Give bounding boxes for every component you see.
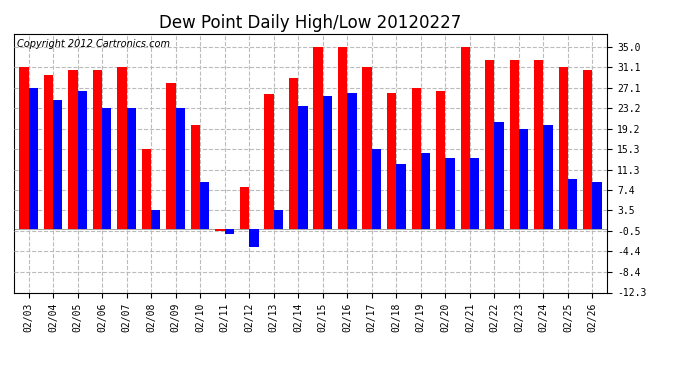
Bar [568, 179, 578, 229]
Bar [151, 210, 161, 229]
Bar [534, 60, 544, 229]
Bar [362, 67, 372, 229]
Bar [460, 47, 470, 229]
Bar [215, 229, 225, 231]
Bar [338, 47, 347, 229]
Bar [421, 153, 430, 229]
Bar [298, 106, 308, 229]
Bar [200, 182, 210, 229]
Bar [347, 93, 357, 229]
Bar [117, 67, 126, 229]
Bar [43, 75, 53, 229]
Bar [191, 124, 200, 229]
Bar [240, 187, 249, 229]
Bar [372, 149, 381, 229]
Bar [583, 70, 593, 229]
Bar [313, 47, 323, 229]
Bar [28, 88, 38, 229]
Bar [126, 108, 136, 229]
Bar [593, 182, 602, 229]
Title: Dew Point Daily High/Low 20120227: Dew Point Daily High/Low 20120227 [159, 14, 462, 32]
Bar [411, 88, 421, 229]
Bar [142, 149, 151, 229]
Bar [485, 60, 495, 229]
Bar [559, 67, 568, 229]
Bar [53, 100, 62, 229]
Bar [176, 108, 185, 229]
Bar [166, 83, 176, 229]
Bar [436, 91, 445, 229]
Bar [264, 93, 274, 229]
Bar [387, 93, 396, 229]
Bar [225, 229, 234, 234]
Bar [544, 124, 553, 229]
Bar [92, 70, 102, 229]
Bar [289, 78, 298, 229]
Bar [396, 164, 406, 229]
Bar [510, 60, 519, 229]
Bar [323, 96, 332, 229]
Bar [77, 91, 87, 229]
Bar [102, 108, 111, 229]
Text: Copyright 2012 Cartronics.com: Copyright 2012 Cartronics.com [17, 39, 170, 49]
Bar [445, 159, 455, 229]
Bar [68, 70, 77, 229]
Bar [19, 67, 28, 229]
Bar [495, 122, 504, 229]
Bar [249, 229, 259, 247]
Bar [519, 129, 529, 229]
Bar [274, 210, 283, 229]
Bar [470, 159, 479, 229]
